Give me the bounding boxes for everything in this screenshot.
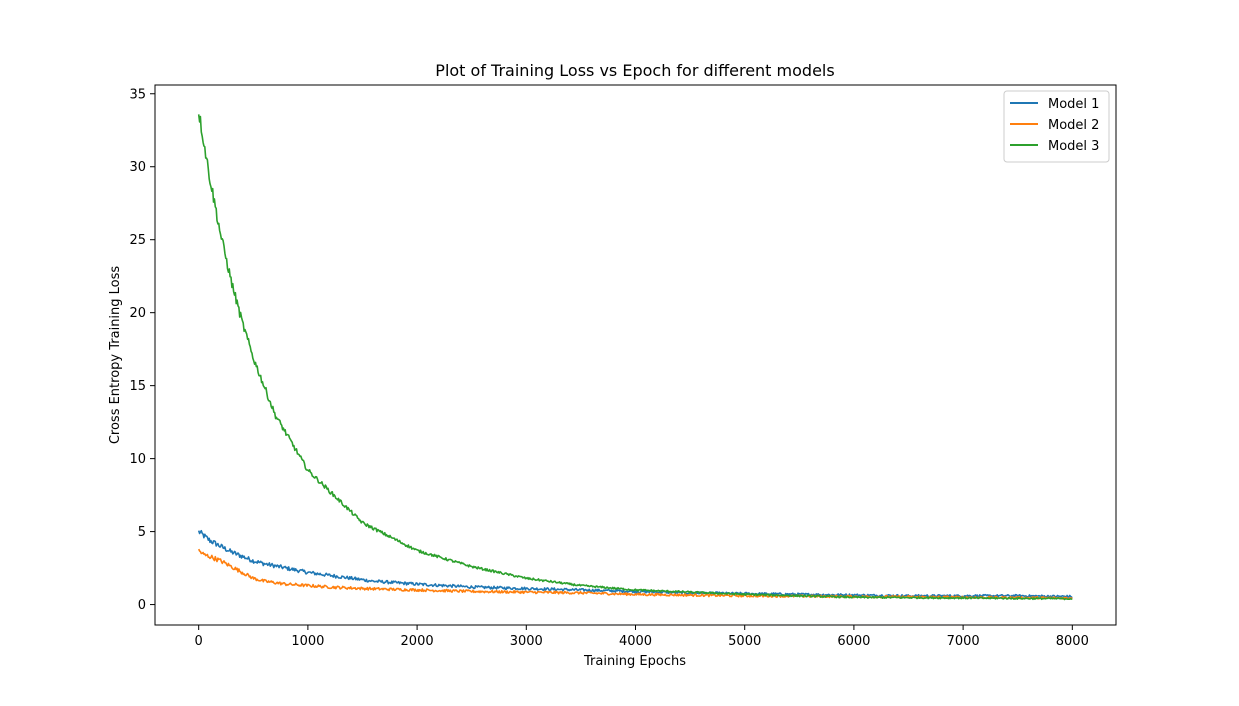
legend-label-3: Model 3 [1048,139,1099,154]
x-tick-label: 4000 [619,634,652,649]
series-line-3 [197,114,1073,601]
y-tick-label: 20 [129,306,146,321]
y-tick-label: 15 [129,379,146,394]
y-tick-label: 30 [129,160,146,175]
x-tick-label: 5000 [728,634,761,649]
x-tick-label: 1000 [291,634,324,649]
x-axis-label: Training Epochs [583,654,686,669]
series-line-1 [197,529,1073,599]
y-tick-label: 0 [138,598,146,613]
legend: Model 1 Model 2 Model 3 [1003,90,1110,163]
y-tick-label: 35 [129,87,146,102]
series-layer [197,114,1073,601]
x-tick-label: 3000 [510,634,543,649]
x-tick-label: 6000 [837,634,870,649]
y-tick-label: 10 [129,452,146,467]
x-tick-label: 2000 [401,634,434,649]
y-tick-label: 5 [138,525,146,540]
chart-title: Plot of Training Loss vs Epoch for diffe… [435,61,834,80]
y-tick-label: 25 [129,233,146,248]
legend-label-1: Model 1 [1048,97,1099,112]
axes-layer: 0 1000 2000 3000 4000 5000 6000 7000 8000 0 5 10 15 2… [129,84,1117,649]
legend-label-2: Model 2 [1048,118,1099,133]
x-tick-label: 7000 [947,634,980,649]
x-tick-label: 8000 [1056,634,1089,649]
y-axis-label: Cross Entropy Training Loss [108,266,123,445]
x-tick-label: 0 [195,634,203,649]
